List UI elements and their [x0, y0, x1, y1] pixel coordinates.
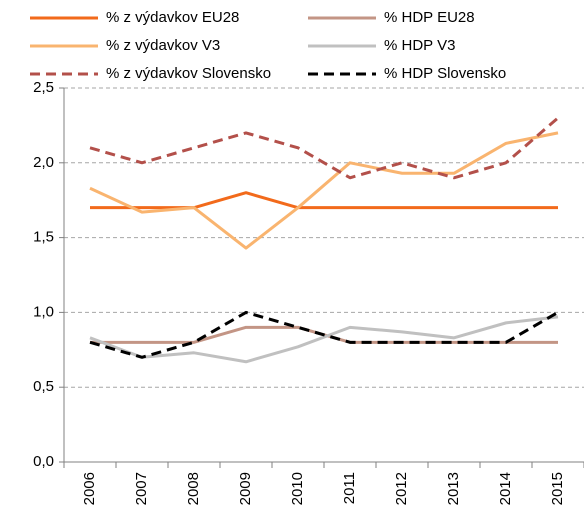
y-tick-label: 2,5 — [33, 79, 54, 96]
x-tick-label: 2013 — [445, 472, 462, 505]
x-tick-label: 2008 — [185, 472, 202, 505]
legend-label: % HDP Slovensko — [384, 65, 506, 82]
y-tick-label: 1,0 — [33, 303, 54, 320]
legend-label: % HDP EU28 — [384, 9, 475, 26]
x-tick-label: 2015 — [549, 472, 566, 505]
y-tick-label: 0,0 — [33, 453, 54, 470]
legend-label: % z výdavkov Slovensko — [106, 65, 271, 82]
x-tick-label: 2009 — [237, 472, 254, 505]
series-line — [90, 191, 558, 210]
y-tick-label: 0,5 — [33, 378, 54, 395]
x-tick-label: 2010 — [289, 472, 306, 505]
y-tick-label: 1,5 — [33, 229, 54, 246]
legend-label: % HDP V3 — [384, 37, 455, 54]
series-line — [89, 310, 559, 359]
series-line — [89, 131, 559, 250]
x-tick-label: 2014 — [497, 472, 514, 505]
series-line — [89, 116, 559, 180]
legend-label: % z výdavkov V3 — [106, 37, 220, 54]
x-tick-label: 2011 — [341, 472, 358, 504]
series-line — [89, 315, 559, 364]
x-tick-label: 2006 — [81, 472, 98, 505]
legend-label: % z výdavkov EU28 — [106, 9, 239, 26]
x-tick-label: 2012 — [393, 472, 410, 505]
y-tick-label: 2,0 — [33, 154, 54, 171]
x-tick-label: 2007 — [133, 472, 150, 505]
